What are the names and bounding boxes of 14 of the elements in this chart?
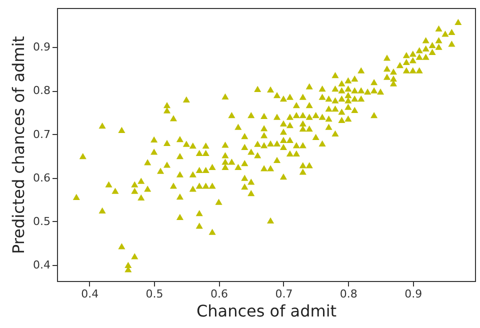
x-tick-label: 0.9 (404, 288, 422, 300)
y-tick-label: 0.9 (33, 40, 50, 54)
x-tick-label: 0.8 (340, 288, 358, 300)
x-tick-label: 0.4 (81, 288, 99, 300)
x-tick-label: 0.7 (275, 288, 293, 300)
y-tick-label: 0.7 (33, 128, 50, 141)
y-tick-label: 0.6 (33, 171, 50, 184)
x-axis-title: Chances of admit (196, 302, 337, 320)
y-axis-title: Predicted chances of admit (9, 36, 28, 254)
x-tick-label: 0.6 (210, 288, 228, 300)
x-tick-label: 0.5 (146, 288, 164, 300)
y-tick-label: 0.4 (33, 258, 50, 272)
y-tick-label: 0.8 (33, 84, 50, 98)
y-tick-label: 0.5 (33, 214, 50, 228)
